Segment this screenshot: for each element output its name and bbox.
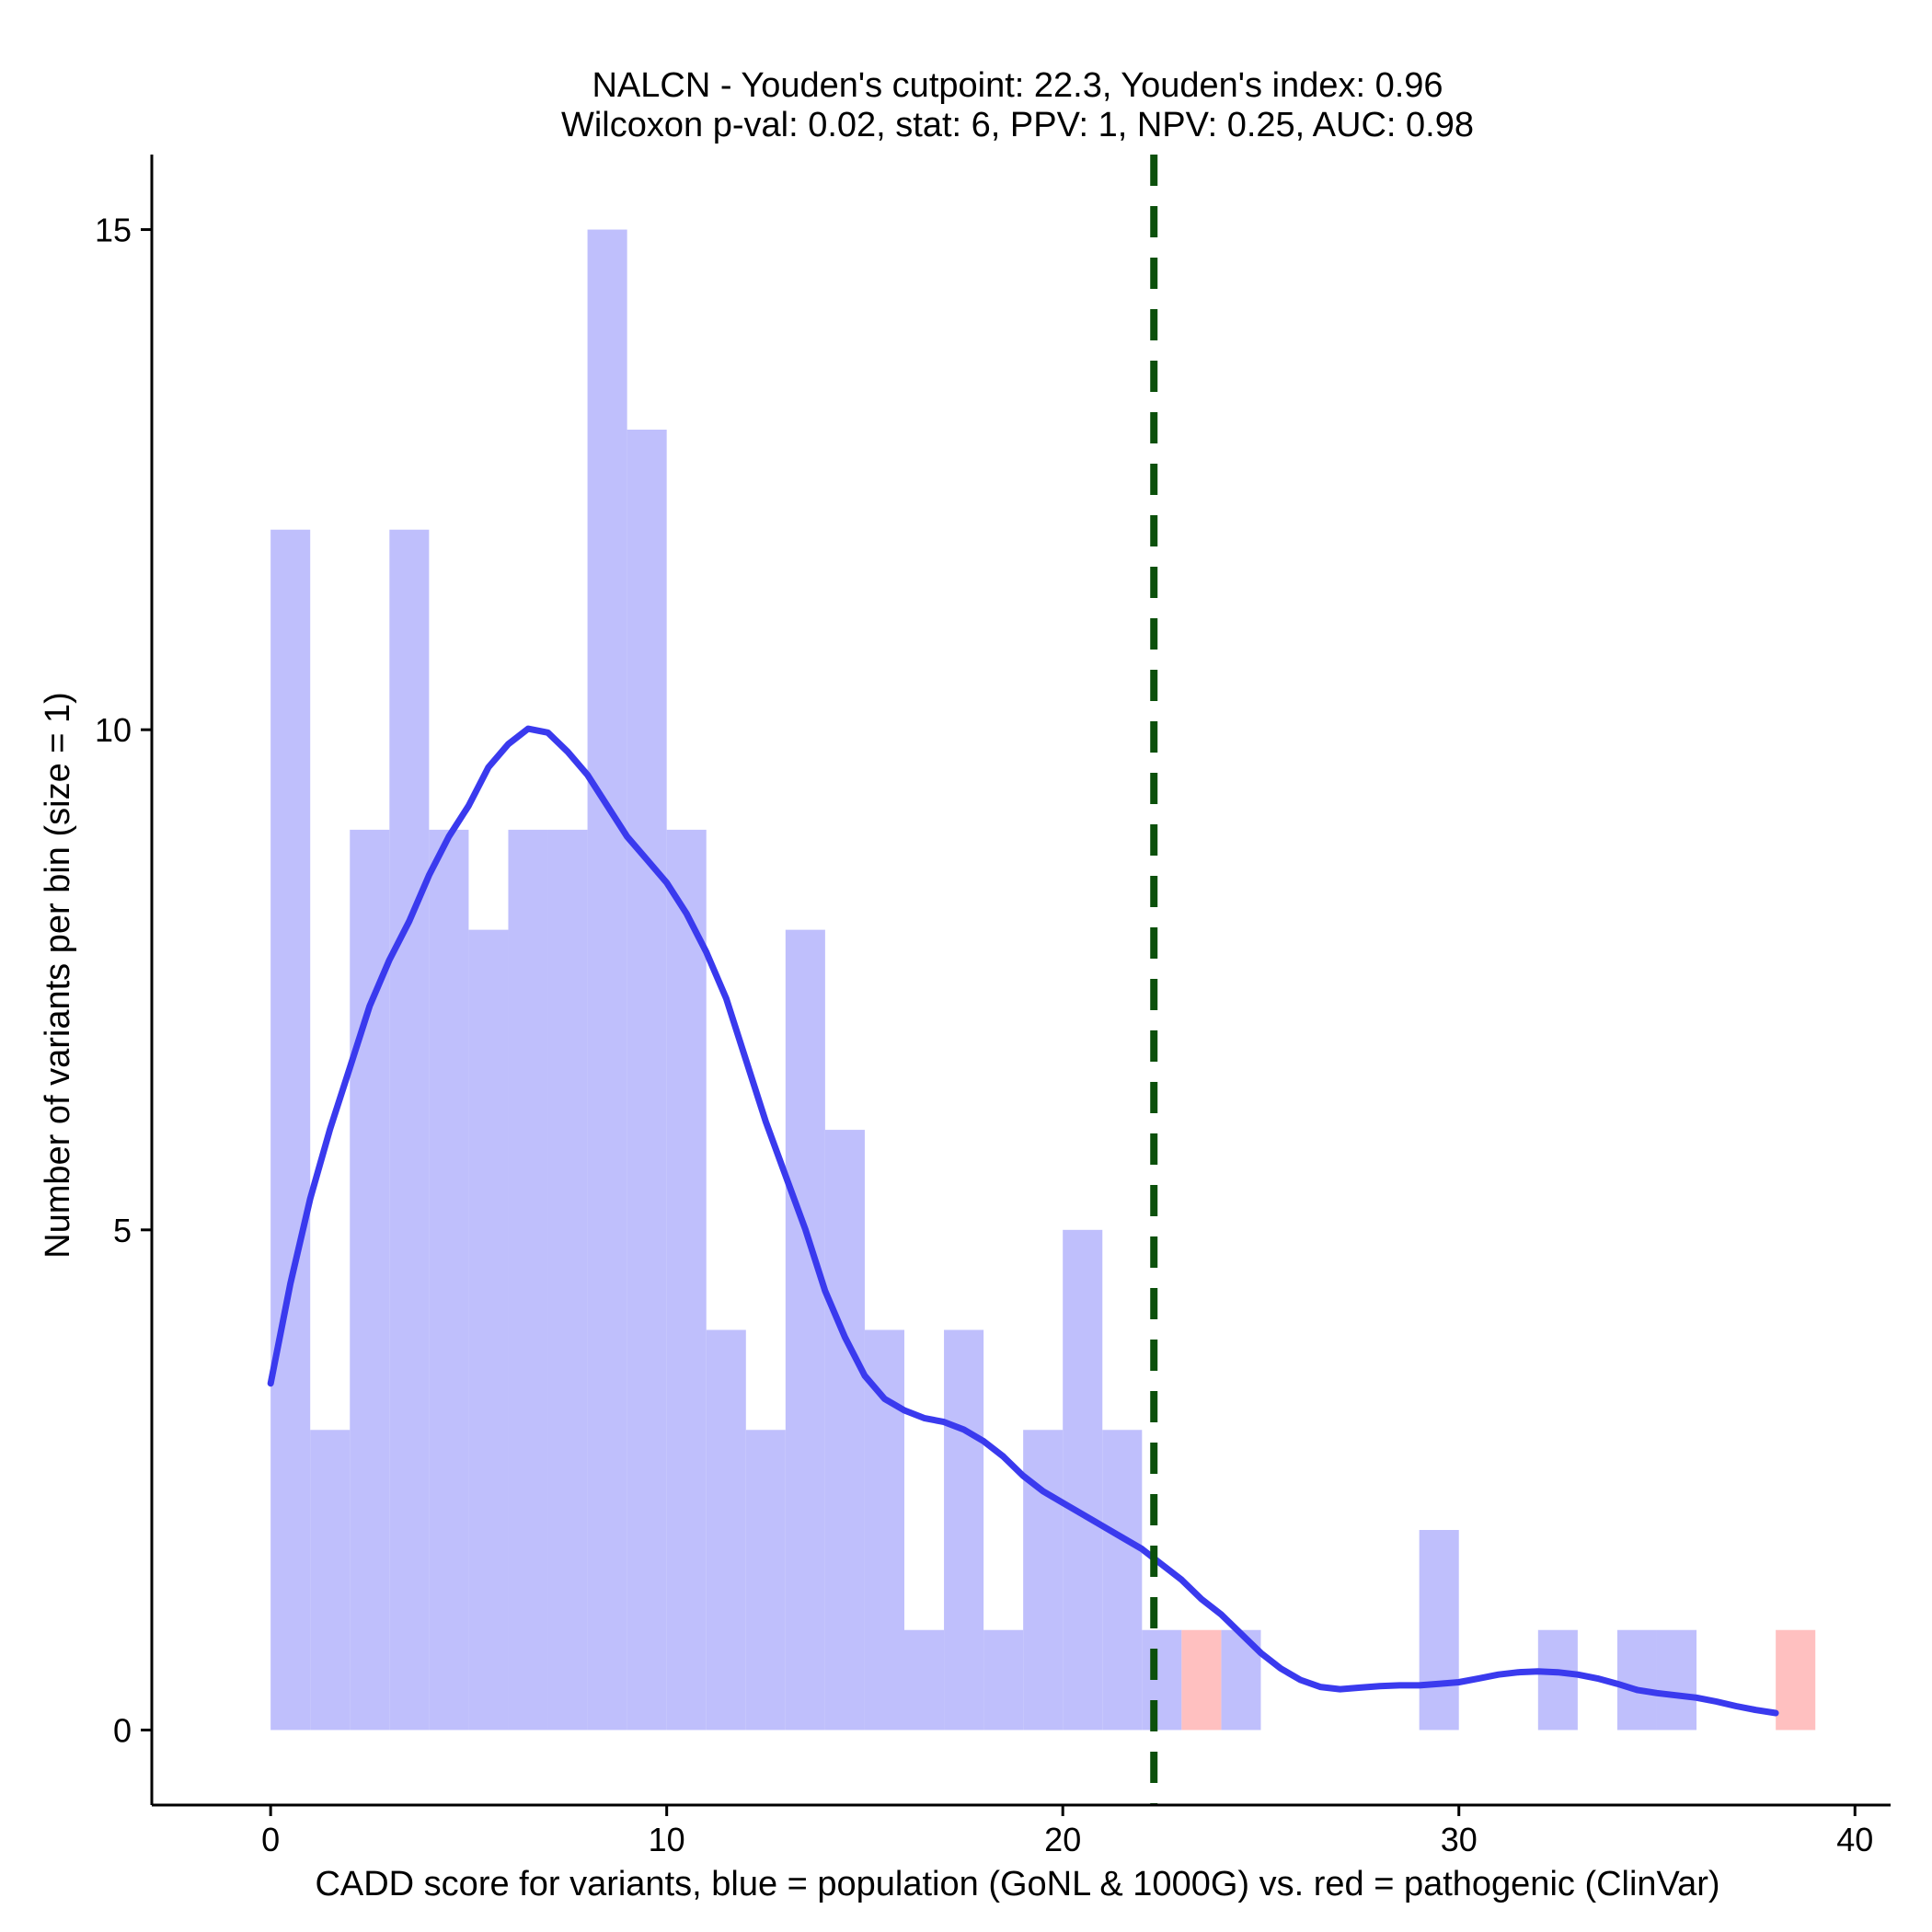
population-bar	[1102, 1430, 1143, 1731]
population-bar	[1656, 1629, 1697, 1731]
population-bar	[468, 929, 509, 1731]
population-bar	[903, 1629, 945, 1731]
population-bar	[350, 829, 390, 1731]
population-bar	[745, 1430, 786, 1731]
population-bar	[785, 929, 825, 1731]
population-bar	[389, 529, 430, 1731]
population-bar	[824, 1130, 865, 1731]
y-tick-label: 15	[95, 212, 132, 249]
pathogenic-bar	[1181, 1629, 1222, 1731]
pathogenic-bar	[1776, 1629, 1816, 1731]
y-tick-label: 10	[95, 711, 132, 749]
population-bar	[1023, 1430, 1064, 1731]
ticks-layer: 0 10 20 30 40 0 5 10 15	[95, 212, 1873, 1858]
population-bar	[1419, 1530, 1459, 1731]
population-bar	[310, 1430, 351, 1731]
y-tick-label: 0	[113, 1711, 132, 1749]
population-bar	[666, 829, 707, 1731]
population-bar	[1142, 1629, 1182, 1731]
population-bar	[1537, 1629, 1578, 1731]
population-bar	[983, 1629, 1024, 1731]
y-tick-label: 5	[113, 1212, 132, 1249]
population-bar	[944, 1329, 984, 1731]
population-bar	[270, 529, 311, 1731]
population-bar	[1616, 1629, 1657, 1731]
y-axis-label: Number of variants per bin (size = 1)	[39, 692, 77, 1259]
population-bar	[864, 1329, 904, 1731]
density-curve	[267, 725, 1779, 1717]
x-tick-label: 0	[261, 1821, 280, 1858]
x-tick-label: 40	[1836, 1821, 1873, 1858]
x-tick-label: 10	[649, 1821, 685, 1858]
curve-layer	[267, 725, 1779, 1717]
x-tick-label: 20	[1044, 1821, 1081, 1858]
x-tick-label: 30	[1441, 1821, 1478, 1858]
population-bar	[706, 1329, 746, 1731]
population-bar	[627, 430, 667, 1731]
x-axis-label: CADD score for variants, blue = populati…	[315, 1865, 1719, 1903]
population-bar	[547, 829, 588, 1731]
population-bar	[1063, 1229, 1103, 1731]
population-bar	[587, 229, 627, 1731]
population-bar	[508, 829, 548, 1731]
chart-title-line2: Wilcoxon p-val: 0.02, stat: 6, PPV: 1, N…	[561, 106, 1474, 144]
chart-title-line1: NALCN - Youden's cutpoint: 22.3, Youden'…	[592, 66, 1443, 105]
population-bar	[429, 829, 469, 1731]
axes-layer	[150, 155, 1891, 1807]
